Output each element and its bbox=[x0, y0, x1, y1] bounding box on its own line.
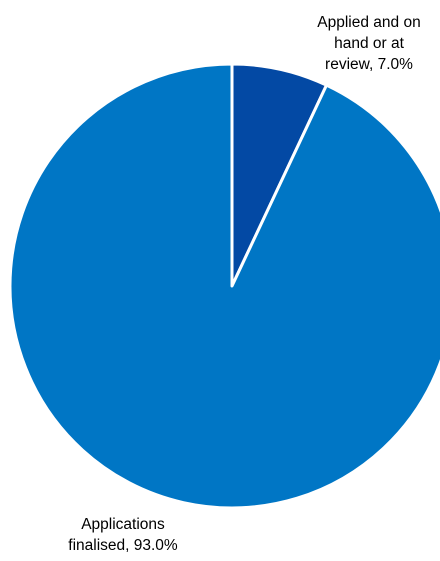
pie-slice-label-0: Applied and on hand or at review, 7.0% bbox=[317, 14, 420, 73]
pie-slice-label-line: Applied and on bbox=[317, 14, 420, 31]
pie-slices bbox=[8, 62, 440, 510]
pie-slice-label-1: Applications finalised, 93.0% bbox=[68, 516, 178, 554]
pie-labels: Applied and on hand or at review, 7.0%Appl… bbox=[68, 14, 420, 554]
pie-slice-label-line: hand or at bbox=[334, 35, 404, 52]
pie-slice-1 bbox=[8, 62, 440, 510]
pie-slice-label-line: Applications bbox=[81, 516, 165, 533]
pie-slice-label-line: review, 7.0% bbox=[325, 56, 413, 73]
pie-slice-label-line: finalised, 93.0% bbox=[68, 537, 178, 554]
